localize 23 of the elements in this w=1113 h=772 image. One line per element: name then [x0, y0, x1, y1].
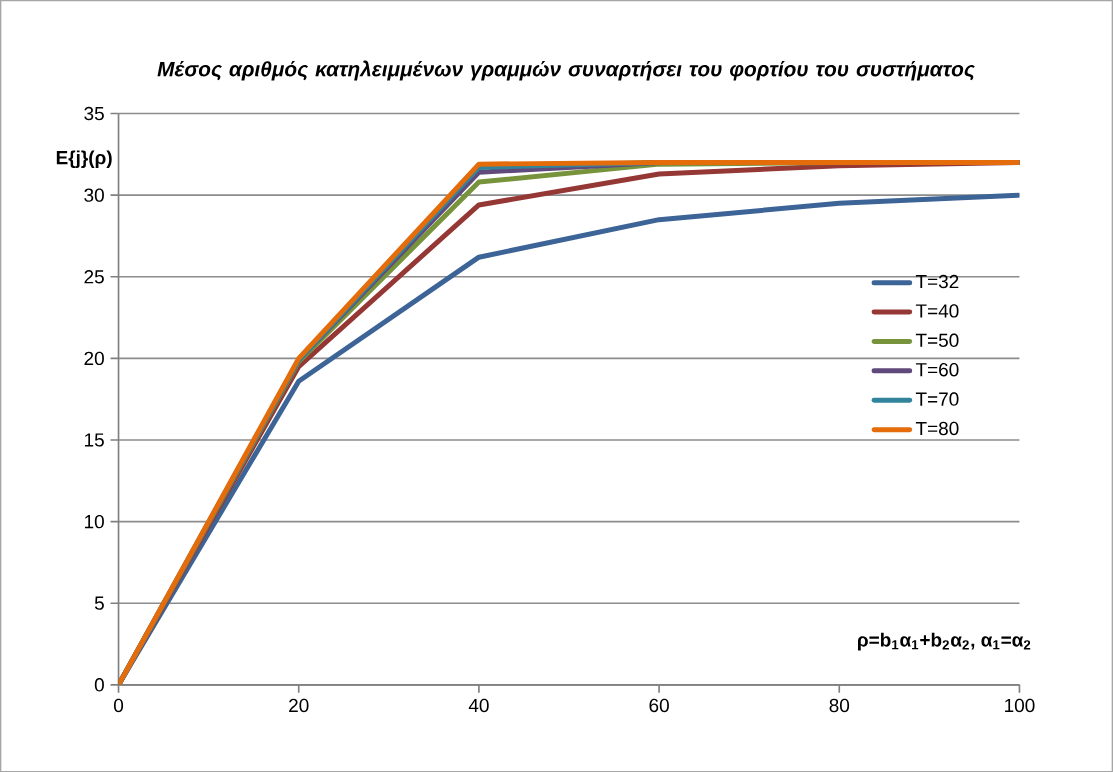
y-tick-label: 10 [84, 514, 104, 529]
x-tick-label: 20 [289, 698, 309, 712]
y-tick-label: 30 [84, 188, 104, 202]
legend-label: T=40 [915, 303, 959, 318]
legend-label: T=60 [915, 362, 959, 377]
text: ρ=b$_{1}$α$_{1}$+b$_{2}$α$_{2}$, α$_{1}$=α$_{2}$ [858, 632, 1031, 651]
legend-label: T=80 [915, 421, 959, 435]
x-tick-label: 0 [113, 698, 124, 712]
y-tick-label: 5 [94, 596, 104, 610]
x-tick-label: 60 [649, 698, 669, 712]
y-tick-label: 35 [84, 106, 104, 121]
y-tick-label: 0 [94, 677, 104, 692]
y-axis-title: E{j}(ρ) [56, 150, 112, 168]
legend-label: T=70 [915, 392, 959, 406]
chart-title: Μέσος αριθμός κατηλειμμένων γραμμών συναρτήσει του φορτίου του συστήματος [157, 60, 975, 81]
x-tick-label: 100 [1005, 698, 1035, 712]
y-tick-label: 25 [84, 269, 104, 284]
y-tick-label: 15 [84, 433, 104, 447]
legend-label: T=32 [915, 274, 959, 289]
y-tick-label: 20 [84, 351, 104, 365]
x-tick-label: 40 [468, 698, 489, 712]
legend-label: T=50 [915, 333, 959, 347]
x-tick-label: 80 [829, 698, 850, 712]
